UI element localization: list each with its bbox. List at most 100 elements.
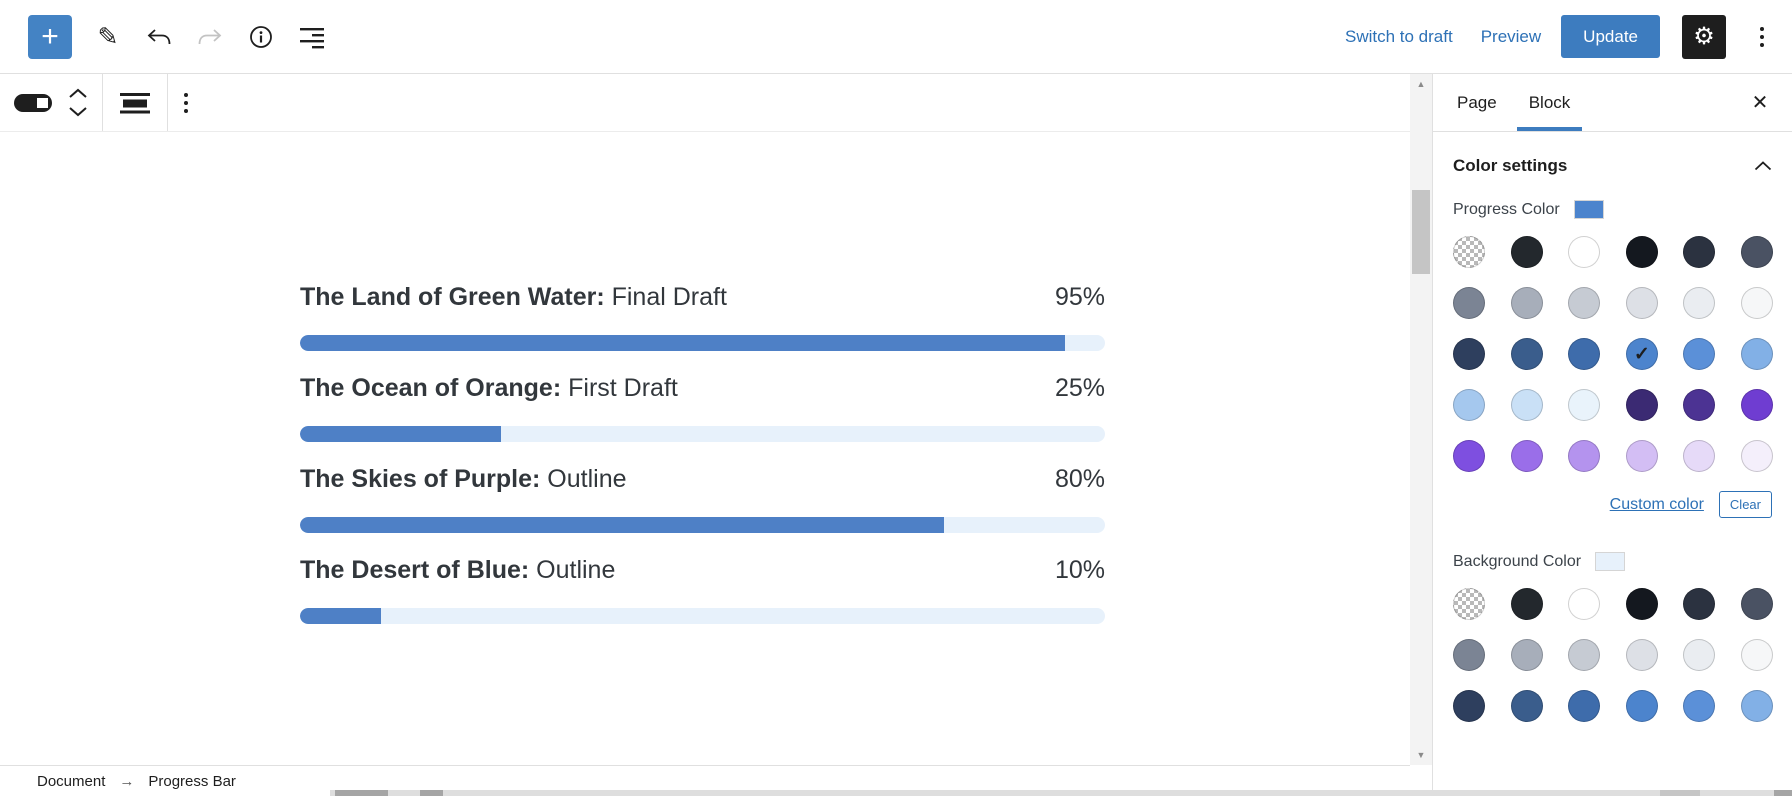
scrollbar-thumb[interactable] [420, 790, 443, 796]
toolbar-separator [167, 74, 168, 131]
undo-button[interactable] [144, 20, 174, 54]
background-color-swatch-4[interactable] [1683, 588, 1716, 620]
progress-color-swatch-23[interactable] [1740, 389, 1773, 421]
move-down-button[interactable] [64, 104, 92, 120]
background-color-swatch-16[interactable] [1683, 690, 1716, 722]
progress-bar-title[interactable]: The Land of Green Water: Final Draft [300, 283, 727, 311]
close-icon: ✕ [1751, 92, 1769, 114]
background-color-swatch-10[interactable] [1683, 639, 1716, 671]
progress-color-swatch-21[interactable] [1625, 389, 1658, 421]
block-options-button[interactable] [178, 89, 194, 117]
move-up-button[interactable] [64, 86, 92, 102]
block-inserter-button[interactable]: + [28, 14, 72, 59]
progress-bar-title[interactable]: The Skies of Purple: Outline [300, 465, 627, 493]
preview-link[interactable]: Preview [1480, 26, 1542, 46]
scroll-down-arrow-icon[interactable]: ▼ [1410, 747, 1432, 763]
settings-button[interactable]: ⚙ [1682, 14, 1726, 59]
progress-bar-track [300, 517, 1105, 533]
progress-color-swatch-19[interactable] [1510, 389, 1543, 421]
redo-button[interactable] [195, 20, 225, 54]
background-color-swatch-0[interactable] [1453, 588, 1485, 620]
background-color-swatch-15[interactable] [1625, 690, 1658, 722]
progress-color-swatch-26[interactable] [1568, 440, 1601, 472]
progress-bar-label-line: The Desert of Blue: Outline 10% [300, 555, 1105, 585]
progress-color-swatch-6[interactable] [1453, 287, 1485, 319]
background-color-swatch-1[interactable] [1510, 588, 1543, 620]
switch-to-draft-link[interactable]: Switch to draft [1344, 26, 1453, 46]
background-color-swatch-3[interactable] [1625, 588, 1658, 620]
progress-color-swatch-5[interactable] [1740, 236, 1773, 268]
progress-color-swatch-4[interactable] [1683, 236, 1716, 268]
background-color-swatch-8[interactable] [1568, 639, 1601, 671]
progress-bar-row[interactable]: The Ocean of Orange: First Draft 25% [300, 373, 1105, 442]
background-color-swatch-14[interactable] [1568, 690, 1601, 722]
block-switcher-button[interactable] [10, 86, 56, 120]
progress-bar-title[interactable]: The Ocean of Orange: First Draft [300, 374, 678, 402]
scrollbar-thumb[interactable] [1774, 790, 1792, 796]
progress-color-swatch-29[interactable] [1740, 440, 1773, 472]
progress-color-swatch-2[interactable] [1568, 236, 1601, 268]
progress-color-palette: ✓ [1453, 236, 1773, 472]
scroll-up-arrow-icon[interactable]: ▲ [1410, 76, 1432, 92]
details-button[interactable] [246, 20, 276, 54]
progress-color-swatch-10[interactable] [1683, 287, 1716, 319]
background-color-swatch-5[interactable] [1740, 588, 1773, 620]
progress-color-swatch-22[interactable] [1683, 389, 1716, 421]
custom-color-link[interactable]: Custom color [1609, 495, 1704, 513]
progress-color-swatch-28[interactable] [1683, 440, 1716, 472]
editor-canvas[interactable]: The Land of Green Water: Final Draft 95% T… [0, 132, 1410, 765]
progress-color-swatch-11[interactable] [1740, 287, 1773, 319]
clear-color-button[interactable]: Clear [1718, 491, 1772, 518]
block-options-group [168, 74, 204, 131]
background-color-palette [1453, 588, 1773, 722]
background-color-swatch-9[interactable] [1625, 639, 1658, 671]
progress-color-swatch-8[interactable] [1568, 287, 1601, 319]
progress-bar-row[interactable]: The Land of Green Water: Final Draft 95% [300, 282, 1105, 351]
progress-color-swatch-7[interactable] [1510, 287, 1543, 319]
progress-color-swatch-18[interactable] [1453, 389, 1485, 421]
progress-color-swatch-3[interactable] [1625, 236, 1658, 268]
scrollbar-thumb[interactable] [335, 790, 388, 796]
progress-color-swatch-13[interactable] [1510, 338, 1543, 370]
background-color-swatch-13[interactable] [1510, 690, 1543, 722]
progress-color-swatch-17[interactable] [1740, 338, 1773, 370]
background-color-swatch-11[interactable] [1740, 639, 1773, 671]
progress-bar-row[interactable]: The Skies of Purple: Outline 80% [300, 464, 1105, 533]
background-color-swatch-12[interactable] [1453, 690, 1485, 722]
breadcrumb-current-block[interactable]: Progress Bar [148, 772, 236, 790]
progress-color-swatch-1[interactable] [1510, 236, 1543, 268]
color-settings-header[interactable]: Color settings [1453, 156, 1772, 176]
background-color-swatch-7[interactable] [1510, 639, 1543, 671]
background-color-swatch-17[interactable] [1740, 690, 1773, 722]
pencil-icon: ✎ [97, 22, 119, 51]
progress-color-swatch-25[interactable] [1510, 440, 1543, 472]
tab-page[interactable]: Page [1441, 74, 1513, 131]
progress-color-swatch-27[interactable] [1625, 440, 1658, 472]
progress-color-swatch-12[interactable] [1453, 338, 1485, 370]
update-button[interactable]: Update [1561, 15, 1660, 58]
progress-bar-row[interactable]: The Desert of Blue: Outline 10% [300, 555, 1105, 624]
list-view-button[interactable] [297, 20, 327, 54]
scrollbar-track[interactable]: ▲ ▼ [1410, 74, 1432, 765]
more-options-button[interactable] [1754, 23, 1770, 51]
change-alignment-button[interactable] [113, 86, 157, 120]
close-sidebar-button[interactable]: ✕ [1742, 85, 1778, 121]
progress-color-swatch-9[interactable] [1625, 287, 1658, 319]
progress-color-swatch-15[interactable]: ✓ [1625, 338, 1658, 370]
progress-color-swatch-0[interactable] [1453, 236, 1485, 268]
scrollbar-thumb[interactable] [1660, 790, 1700, 796]
custom-color-row: Custom color Clear [1453, 491, 1772, 518]
background-color-swatch-2[interactable] [1568, 588, 1601, 620]
progress-color-swatch-16[interactable] [1683, 338, 1716, 370]
horizontal-scrollbar[interactable] [330, 790, 1792, 796]
progress-bar-block[interactable]: The Land of Green Water: Final Draft 95% T… [300, 282, 1105, 624]
edit-mode-button[interactable]: ✎ [93, 20, 123, 54]
scrollbar-thumb[interactable] [1412, 190, 1430, 274]
breadcrumb-document[interactable]: Document [37, 772, 106, 790]
progress-color-swatch-24[interactable] [1453, 440, 1485, 472]
tab-block[interactable]: Block [1513, 74, 1587, 131]
progress-color-swatch-14[interactable] [1568, 338, 1601, 370]
progress-bar-title[interactable]: The Desert of Blue: Outline [300, 556, 616, 584]
background-color-swatch-6[interactable] [1453, 639, 1485, 671]
progress-color-swatch-20[interactable] [1568, 389, 1601, 421]
